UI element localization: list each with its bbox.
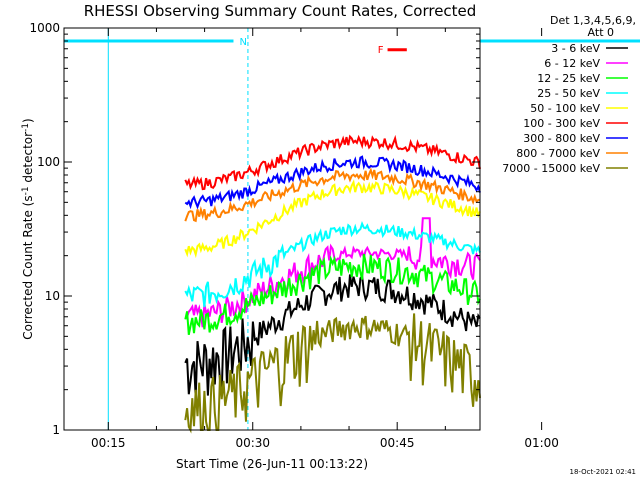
legend-header: Det 1,3,4,5,6,9, [550, 14, 636, 27]
y-tick-label: 10 [45, 289, 60, 303]
y-axis-label: Corrected Count Rate (s-1 detector-1) [21, 118, 35, 339]
legend-entry-label: 100 - 300 keV [523, 117, 600, 130]
legend-entry-label: 3 - 6 keV [551, 42, 600, 55]
footer-date: 18-Oct-2021 02:41 [570, 468, 636, 476]
x-tick-label: 00:15 [91, 436, 126, 450]
series-line [184, 217, 481, 328]
series-line [184, 253, 481, 335]
series-line [184, 313, 481, 434]
series-line [184, 221, 481, 308]
y-tick-label: 1000 [29, 21, 60, 35]
plot-area: NF [64, 28, 640, 434]
plot-frame [63, 27, 481, 431]
legend-entry-label: 7000 - 15000 keV [502, 162, 600, 175]
chart-title: RHESSI Observing Summary Count Rates, Co… [84, 2, 477, 20]
y-tick-label: 100 [37, 155, 60, 169]
legend-entry-label: 50 - 100 keV [530, 102, 600, 115]
series-line [184, 179, 481, 259]
legend-entry-label: 25 - 50 keV [537, 87, 600, 100]
series-100-300kev [184, 134, 481, 191]
legend: Det 1,3,4,5,6,9,Att 0 3 - 6 keV 6 - 12 keV… [502, 14, 636, 175]
legend-entry-label: 800 - 7000 keV [516, 147, 600, 160]
x-tick-label: 00:30 [235, 436, 270, 450]
series-25-50kev [184, 221, 481, 308]
legend-header: Att 0 [588, 26, 614, 39]
series-line [184, 167, 481, 223]
series-800-7000kev [184, 167, 481, 223]
series-7000-15000kev [184, 313, 481, 434]
x-axis-label: Start Time (26-Jun-11 00:13:22) [176, 457, 368, 471]
series-3-6kev [184, 273, 481, 398]
series-line [184, 155, 481, 210]
night-bar-label: N [239, 37, 246, 48]
y-tick-label: 1 [52, 423, 60, 437]
x-tick-label: 00:45 [380, 436, 415, 450]
series-12-25kev [184, 253, 481, 335]
series-line [184, 134, 481, 191]
series-300-800kev [184, 155, 481, 210]
legend-entry-label: 12 - 25 keV [537, 72, 600, 85]
y-axis: 1 10 100 1000 [29, 21, 480, 437]
x-tick-label: 01:00 [524, 436, 559, 450]
flag-label: F [378, 45, 384, 56]
series-line [184, 273, 481, 398]
legend-entry-label: 300 - 800 keV [523, 132, 600, 145]
series-50-100kev [184, 179, 481, 259]
series-6-12kev [184, 217, 481, 328]
legend-entry-label: 6 - 12 keV [544, 57, 600, 70]
